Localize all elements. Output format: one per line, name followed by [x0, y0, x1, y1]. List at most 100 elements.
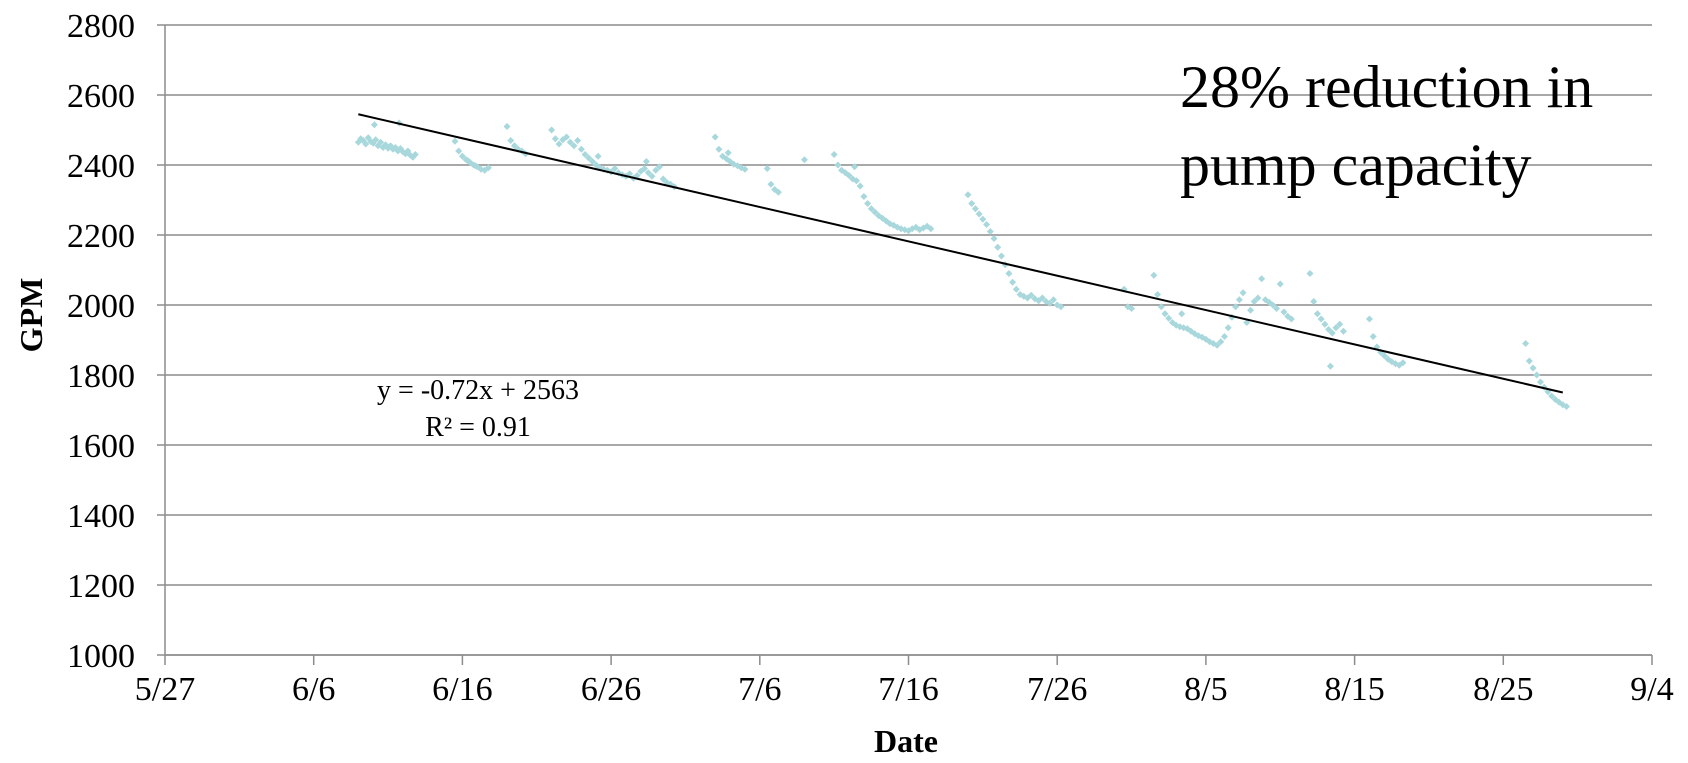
- data-point: [1269, 301, 1277, 309]
- data-point: [871, 208, 879, 216]
- data-point: [507, 137, 515, 144]
- data-point: [1009, 278, 1017, 286]
- data-point: [1306, 270, 1314, 277]
- data-point: [484, 164, 492, 172]
- data-point: [1336, 320, 1344, 328]
- data-point: [570, 142, 578, 150]
- data-point: [1321, 320, 1329, 328]
- data-point: [1525, 357, 1533, 365]
- data-point: [1005, 270, 1013, 277]
- data-point: [971, 205, 979, 213]
- x-tick-label: 8/15: [1324, 671, 1384, 708]
- data-point: [594, 152, 602, 160]
- data-point: [851, 163, 859, 171]
- data-point: [994, 243, 1002, 251]
- data-point: [566, 138, 574, 146]
- data-point: [551, 135, 559, 143]
- data-point: [411, 151, 419, 158]
- data-point: [1332, 324, 1340, 332]
- data-point: [555, 140, 563, 148]
- y-tick-label: 1800: [67, 358, 135, 395]
- data-point: [464, 157, 472, 165]
- x-tick-label: 6/26: [581, 671, 641, 708]
- data-point: [641, 165, 649, 172]
- data-point: [655, 163, 663, 171]
- x-tick-label: 7/26: [1027, 671, 1087, 708]
- data-point: [1365, 315, 1373, 323]
- data-point: [1369, 333, 1377, 340]
- x-tick-label: 6/6: [292, 671, 335, 708]
- data-point: [856, 182, 864, 190]
- data-point: [1165, 314, 1173, 322]
- data-point: [860, 193, 868, 200]
- y-tick-label: 2400: [67, 148, 135, 185]
- data-point: [1399, 359, 1407, 367]
- y-tick-labels: 1000 1200 1400 1600 1800 2000 2200 2400 2600 2800: [67, 8, 135, 675]
- data-point: [1254, 294, 1262, 302]
- data-point: [834, 161, 842, 169]
- data-point: [867, 205, 875, 213]
- data-point: [503, 123, 511, 130]
- data-point: [1046, 299, 1054, 307]
- y-tick-label: 2600: [67, 78, 135, 115]
- y-tick-label: 1000: [67, 638, 135, 675]
- data-point: [983, 221, 991, 228]
- data-point: [1020, 292, 1028, 300]
- trendline-equation: y = -0.72x + 2563: [377, 375, 579, 406]
- data-point: [1317, 315, 1325, 323]
- data-point: [1247, 306, 1255, 314]
- data-point: [1287, 315, 1295, 323]
- data-point: [1310, 298, 1318, 305]
- data-point: [471, 162, 479, 170]
- data-point: [581, 151, 589, 158]
- data-point: [1038, 294, 1046, 302]
- data-point: [1536, 378, 1544, 386]
- data-point: [1339, 327, 1347, 335]
- data-point: [1522, 340, 1530, 347]
- data-point: [1328, 329, 1336, 337]
- data-point: [774, 188, 782, 196]
- data-point: [1224, 324, 1232, 332]
- data-point: [1235, 296, 1243, 304]
- data-point: [577, 145, 585, 153]
- x-tick-label: 8/5: [1184, 671, 1227, 708]
- data-point: [845, 172, 853, 179]
- data-point: [642, 158, 650, 165]
- data-point: [1280, 308, 1288, 316]
- data-point: [852, 177, 860, 185]
- y-axis-title: GPM: [13, 278, 49, 353]
- data-point: [1258, 275, 1266, 283]
- y-tick-label: 2800: [67, 8, 135, 45]
- data-point: [1562, 403, 1570, 410]
- data-point: [1250, 298, 1258, 305]
- data-point: [548, 126, 556, 134]
- data-point: [1273, 305, 1281, 312]
- callout-line-2: pump capacity: [1180, 132, 1532, 198]
- data-point: [1012, 285, 1020, 293]
- data-point: [589, 158, 597, 165]
- data-point: [659, 175, 667, 183]
- data-point: [711, 133, 719, 141]
- data-point: [1548, 392, 1556, 400]
- data-point: [1150, 271, 1158, 279]
- data-point: [1157, 303, 1165, 311]
- data-point: [585, 154, 593, 162]
- data-point: [964, 191, 972, 199]
- data-point: [1057, 303, 1065, 311]
- data-point: [830, 151, 838, 158]
- data-point: [648, 172, 656, 180]
- data-point: [644, 169, 652, 177]
- data-point: [986, 228, 994, 235]
- y-tick-label: 1400: [67, 498, 135, 535]
- data-point: [1027, 291, 1035, 299]
- y-tick-label: 2000: [67, 288, 135, 325]
- y-tick-label: 1600: [67, 428, 135, 465]
- x-tick-label: 9/4: [1630, 671, 1673, 708]
- data-point: [611, 165, 619, 172]
- x-tick-labels: 5/27 6/6 6/16 6/26 7/6 7/16 7/26 8/5 8/15 8/25 9/4: [135, 671, 1674, 708]
- data-point: [800, 156, 808, 164]
- data-point: [370, 121, 378, 129]
- data-point: [652, 166, 660, 174]
- data-point: [990, 235, 998, 242]
